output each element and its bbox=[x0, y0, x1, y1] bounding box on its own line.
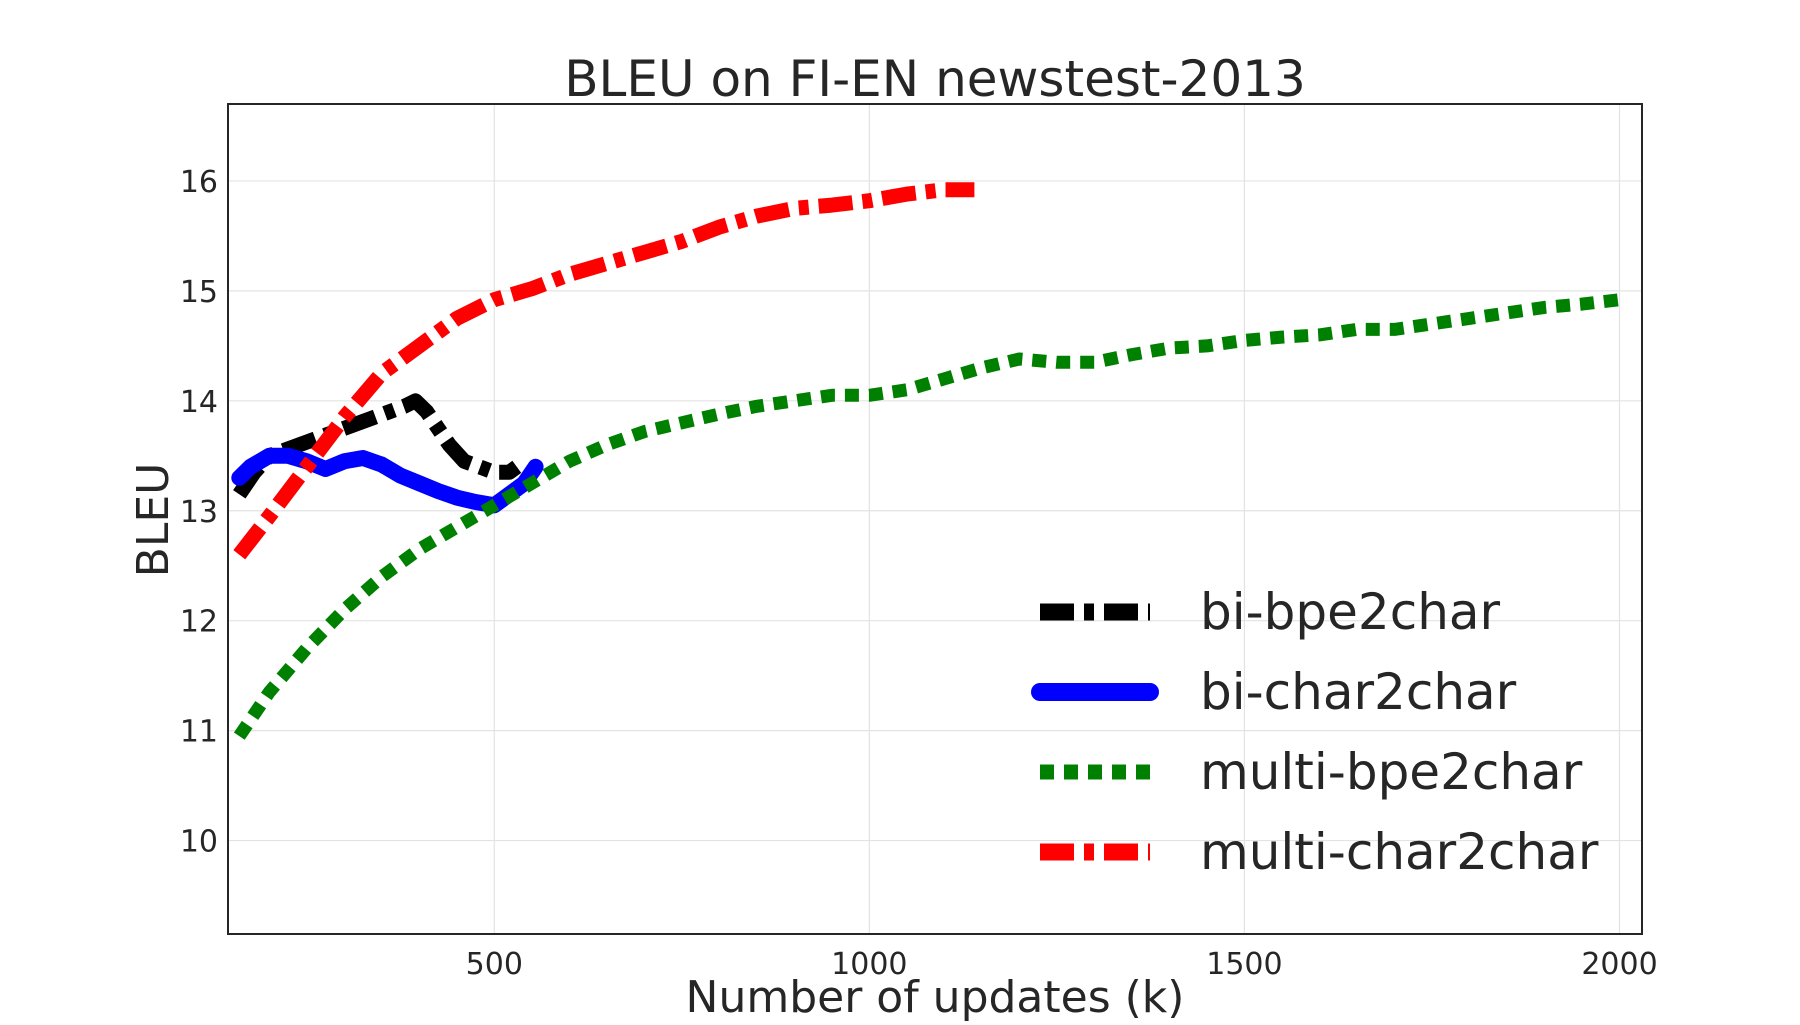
legend-label-multi-bpe2char: multi-bpe2char bbox=[1200, 743, 1583, 801]
legend-label-multi-char2char: multi-char2char bbox=[1200, 823, 1599, 881]
series-line-multi-bpe2char bbox=[233, 293, 1621, 740]
y-tick-label: 10 bbox=[180, 825, 218, 860]
x-tick-label: 500 bbox=[466, 947, 523, 982]
x-axis-label: Number of updates (k) bbox=[686, 972, 1185, 1023]
legend: bi-bpe2char bi-char2char multi-bpe2char mul… bbox=[1031, 583, 1599, 881]
x-tick-label: 1000 bbox=[831, 947, 907, 982]
tick-labels: 500 1000 1500 2000 10 11 12 13 14 15 16 bbox=[180, 165, 1658, 982]
x-tick-label: 1500 bbox=[1206, 947, 1282, 982]
y-tick-label: 12 bbox=[180, 605, 218, 640]
y-tick-label: 16 bbox=[180, 165, 218, 200]
y-axis-label: BLEU bbox=[128, 463, 179, 578]
legend-label-bi-char2char: bi-char2char bbox=[1200, 663, 1517, 721]
y-tick-label: 13 bbox=[180, 495, 218, 530]
plot-frame bbox=[227, 103, 1643, 935]
y-tick-label: 15 bbox=[180, 275, 218, 310]
x-tick-label: 2000 bbox=[1581, 947, 1657, 982]
legend-label-bi-bpe2char: bi-bpe2char bbox=[1200, 583, 1501, 641]
y-tick-label: 14 bbox=[180, 385, 218, 420]
series-lines bbox=[231, 182, 1621, 740]
series-line-bi-char2char bbox=[231, 447, 544, 514]
grid bbox=[228, 104, 1642, 934]
chart-title: BLEU on FI-EN newstest-2013 bbox=[564, 50, 1306, 108]
series-line-bi-bpe2char bbox=[233, 393, 522, 499]
series-line-multi-char2char bbox=[233, 182, 975, 560]
y-tick-label: 11 bbox=[180, 715, 218, 750]
